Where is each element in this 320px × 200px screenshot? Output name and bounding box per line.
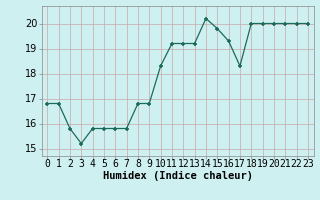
X-axis label: Humidex (Indice chaleur): Humidex (Indice chaleur) bbox=[103, 171, 252, 181]
